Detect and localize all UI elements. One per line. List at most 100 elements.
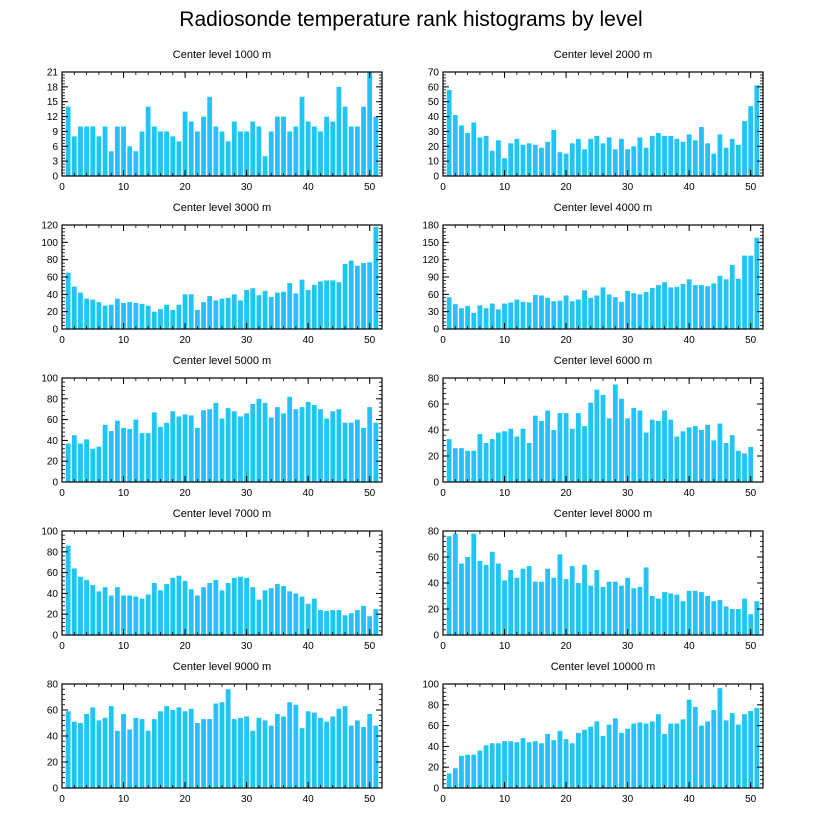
histogram-bar — [668, 723, 674, 788]
histogram-bar — [250, 404, 256, 482]
histogram-bar — [78, 292, 83, 329]
histogram-bar — [225, 408, 231, 482]
histogram-bar — [495, 140, 501, 176]
histogram-bar — [643, 723, 649, 788]
x-tick-label: 0 — [59, 335, 65, 346]
histogram-bar — [446, 297, 452, 329]
histogram-bar — [158, 711, 163, 788]
histogram-bar — [71, 286, 77, 329]
y-tick-label: 80 — [47, 394, 59, 405]
histogram-bar — [594, 389, 600, 482]
histogram-bar — [619, 301, 624, 329]
histogram-bar — [742, 453, 747, 482]
histogram-bar — [600, 394, 606, 482]
histogram-bar — [182, 580, 188, 635]
histogram-bar — [625, 149, 631, 176]
histogram-bar — [600, 287, 606, 329]
histogram-bar — [102, 424, 108, 482]
histogram-bar — [649, 596, 655, 635]
histogram-bar — [723, 279, 729, 329]
histogram-bar — [133, 717, 139, 788]
histogram-bar — [717, 134, 723, 176]
x-tick-label: 50 — [364, 335, 376, 346]
histogram-bar — [114, 420, 120, 482]
histogram-bar — [600, 586, 606, 635]
histogram-bar — [96, 720, 102, 788]
y-tick-label: 12 — [47, 112, 59, 123]
x-tick-label: 30 — [622, 335, 634, 346]
histogram-bar — [575, 732, 581, 788]
histogram-bar — [563, 739, 569, 788]
histogram-bar — [705, 596, 711, 635]
histogram-bar — [336, 409, 342, 482]
histogram-bar — [194, 131, 200, 176]
histogram-bar — [342, 706, 348, 788]
histogram-bar — [594, 721, 600, 788]
y-tick-label: 100 — [41, 238, 58, 249]
histogram-bar — [361, 605, 366, 635]
panel-frame — [61, 71, 383, 177]
x-tick-label: 50 — [745, 794, 757, 805]
x-tick-label: 50 — [364, 488, 376, 499]
histogram-bar — [717, 275, 723, 329]
x-tick-label: 20 — [180, 488, 192, 499]
histogram-bar — [557, 730, 563, 788]
histogram-bar — [207, 409, 213, 482]
histogram-bar — [201, 410, 206, 482]
histogram-bar — [225, 583, 231, 635]
histogram-panel: Center level 9000 m 0 10 20 30 40 50 0 20 40 60 80 — [47, 661, 383, 805]
y-tick-label: 50 — [428, 97, 440, 108]
y-tick-label: 100 — [422, 680, 439, 691]
histogram-bar — [151, 719, 157, 788]
histogram-bar — [176, 707, 182, 788]
histogram-bar — [238, 416, 243, 482]
x-tick-label: 0 — [440, 488, 446, 499]
histogram-bar — [459, 563, 464, 635]
histogram-bar — [96, 446, 102, 482]
x-tick-label: 0 — [59, 182, 65, 193]
histogram-bar — [139, 433, 145, 482]
histogram-bar — [158, 426, 163, 482]
histogram-panel: Center level 3000 m 0 10 20 30 40 50 0 20 40 60 80 1… — [41, 202, 383, 346]
histogram-bar — [207, 583, 213, 635]
histogram-bar — [680, 283, 686, 329]
histogram-bar — [699, 285, 704, 329]
histogram-bar — [649, 721, 655, 788]
histogram-bar — [754, 707, 760, 788]
x-tick-label: 0 — [59, 488, 65, 499]
histogram-bar — [551, 301, 557, 329]
histogram-bar — [705, 424, 711, 482]
histogram-bar — [711, 153, 717, 176]
histogram-bar — [354, 419, 360, 482]
histogram-bar — [594, 570, 600, 635]
histogram-bar — [686, 699, 692, 788]
histogram-bar — [176, 141, 182, 176]
panel-frame — [442, 530, 764, 636]
y-tick-label: 90 — [428, 273, 440, 284]
x-tick-label: 50 — [745, 641, 757, 652]
histogram-bar — [71, 568, 77, 635]
histogram-bar — [194, 723, 200, 788]
histogram-bar — [662, 135, 667, 176]
histogram-bar — [705, 286, 711, 329]
y-tick-label: 60 — [428, 82, 440, 93]
histogram-bar — [569, 743, 575, 788]
histogram-panel: Center level 10000 m 0 10 20 30 40 50 0 20 40 60 80… — [422, 661, 764, 805]
histogram-bar — [244, 577, 250, 635]
panel-frame — [61, 683, 383, 789]
histogram-bar — [532, 144, 538, 176]
histogram-bar — [194, 427, 200, 482]
y-tick-label: 20 — [428, 763, 440, 774]
y-tick-label: 40 — [428, 742, 440, 753]
histogram-bar — [692, 426, 698, 482]
histogram-bar — [637, 722, 643, 788]
histogram-bar — [373, 725, 379, 788]
panel-title: Center level 6000 m — [554, 355, 652, 367]
x-tick-label: 40 — [684, 794, 696, 805]
histogram-bar — [459, 125, 464, 176]
histogram-bar — [151, 126, 157, 176]
y-tick-label: 10 — [428, 157, 440, 168]
histogram-bar — [170, 577, 176, 635]
histogram-bar — [686, 134, 692, 176]
y-tick-label: 6 — [52, 142, 58, 153]
